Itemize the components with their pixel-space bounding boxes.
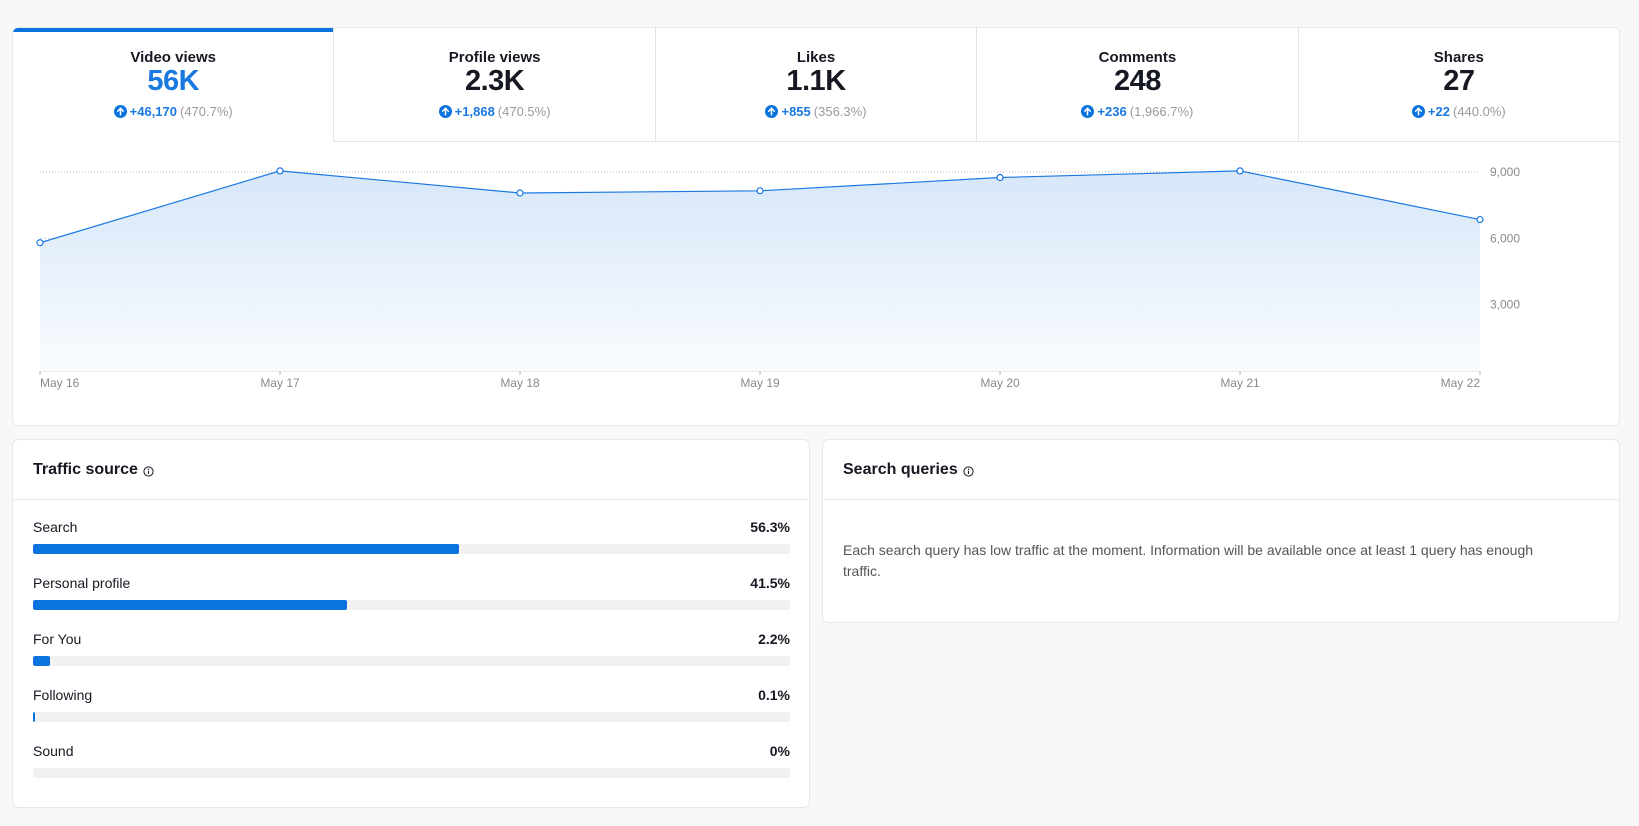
- data-point: [996, 173, 1004, 182]
- metric-tabs: Video views 56K +46,170 (470.7%) Profile…: [13, 28, 1619, 142]
- traffic-source-item: Following 0.1%: [33, 687, 790, 743]
- traffic-source-label: For You: [33, 631, 82, 647]
- traffic-source-percent: 56.3%: [750, 519, 790, 535]
- y-tick-label: 6,000: [1490, 231, 1520, 245]
- data-point: [516, 189, 524, 197]
- overview-card: Video views 56K +46,170 (470.7%) Profile…: [12, 27, 1620, 426]
- traffic-source-item: Sound 0%: [33, 743, 790, 799]
- delta-value: +236: [1097, 104, 1127, 119]
- arrow-up-icon: [765, 105, 779, 118]
- traffic-source-label: Search: [33, 519, 78, 535]
- tab-comments[interactable]: Comments 248 +236 (1,966.7%): [976, 28, 1298, 142]
- delta-value: +46,170: [129, 104, 177, 119]
- progress-bar-track: [33, 656, 790, 666]
- y-tick-label: 9,000: [1490, 165, 1520, 179]
- arrow-up-icon: [1411, 105, 1425, 118]
- tab-delta: +236 (1,966.7%): [977, 104, 1297, 119]
- panel-header: Search queries: [823, 440, 1619, 500]
- tab-shares[interactable]: Shares 27 +22 (440.0%): [1297, 28, 1619, 142]
- x-tick-label: May 20: [980, 376, 1020, 390]
- traffic-source-label: Sound: [33, 743, 74, 759]
- traffic-source-percent: 2.2%: [758, 631, 790, 647]
- delta-percent: (1,966.7%): [1129, 104, 1194, 119]
- delta-percent: (356.3%): [813, 104, 867, 119]
- y-tick-label: 3,000: [1490, 298, 1520, 312]
- x-tick-label: May 22: [1441, 376, 1481, 390]
- search-queries-title: Search queries: [843, 460, 958, 478]
- tab-label: Comments: [1098, 49, 1177, 66]
- x-tick-label: May 17: [260, 376, 300, 390]
- data-point: [36, 239, 44, 247]
- delta-percent: (470.5%): [497, 104, 551, 119]
- tab-video-views[interactable]: Video views 56K +46,170 (470.7%): [13, 28, 334, 142]
- tab-value: 27: [1443, 65, 1475, 97]
- arrow-up-icon: [113, 105, 127, 118]
- traffic-source-panel: Traffic source Search 56.3% Personal profi…: [12, 439, 810, 808]
- delta-value: +855: [781, 104, 811, 119]
- tab-delta: +855 (356.3%): [656, 104, 976, 119]
- traffic-source-item: For You 2.2%: [33, 631, 790, 687]
- progress-bar-track: [33, 768, 790, 778]
- search-queries-message: Each search query has low traffic at the…: [843, 542, 1534, 579]
- tab-label: Video views: [130, 49, 216, 66]
- tab-profile-views[interactable]: Profile views 2.3K +1,868 (470.5%): [333, 28, 655, 142]
- traffic-source-item: Search 56.3%: [33, 519, 790, 575]
- tab-value: 56K: [147, 65, 200, 97]
- arrow-up-icon: [1081, 105, 1095, 118]
- tab-likes[interactable]: Likes 1.1K +855 (356.3%): [654, 28, 977, 142]
- progress-bar-fill: [33, 712, 36, 722]
- arrow-up-icon: [438, 105, 452, 118]
- traffic-source-percent: 0.1%: [758, 687, 790, 703]
- tab-delta: +46,170 (470.7%): [13, 104, 333, 119]
- data-point: [1236, 167, 1244, 175]
- tab-value: 248: [1113, 65, 1161, 97]
- x-tick-label: May 18: [500, 376, 540, 390]
- tab-label: Shares: [1433, 49, 1484, 66]
- views-chart: 3,000 6,000 9,000 May 16 May 17 May 18 May 19 M…: [13, 142, 1619, 425]
- search-queries-panel: Search queries Each search query has low…: [822, 439, 1620, 623]
- x-tick-label: May 16: [40, 376, 80, 390]
- delta-value: +22: [1427, 104, 1450, 119]
- traffic-source-item: Personal profile 41.5%: [33, 575, 790, 631]
- progress-bar-fill: [33, 600, 348, 610]
- traffic-source-label: Personal profile: [33, 575, 131, 591]
- traffic-source-label: Following: [33, 687, 93, 703]
- tab-label: Likes: [796, 49, 836, 66]
- info-icon[interactable]: [963, 464, 974, 477]
- info-icon[interactable]: [143, 464, 154, 477]
- data-point: [1476, 215, 1484, 224]
- data-point: [276, 167, 284, 175]
- traffic-source-list: Search 56.3% Personal profile 41.5% For You 2…: [33, 519, 790, 799]
- progress-bar-fill: [33, 544, 460, 554]
- progress-bar-fill: [33, 656, 50, 666]
- data-point: [756, 187, 764, 195]
- traffic-source-percent: 0%: [769, 743, 790, 759]
- x-tick-label: May 21: [1220, 376, 1260, 390]
- progress-bar-track: [33, 600, 790, 610]
- progress-bar-track: [33, 712, 790, 722]
- x-tick-label: May 19: [740, 376, 780, 390]
- traffic-source-title: Traffic source: [33, 460, 138, 478]
- views-chart-svg: 3,000 6,000 9,000 May 16 May 17 May 18 May 19 M…: [36, 165, 1520, 390]
- tab-delta: +22 (440.0%): [1299, 104, 1619, 119]
- delta-percent: (440.0%): [1452, 104, 1506, 119]
- traffic-source-percent: 41.5%: [750, 575, 790, 591]
- delta-value: +1,868: [454, 104, 495, 119]
- progress-bar-track: [33, 544, 790, 554]
- tab-value: 1.1K: [786, 65, 846, 97]
- delta-percent: (470.7%): [180, 104, 233, 119]
- tab-delta: +1,868 (470.5%): [334, 104, 654, 119]
- series-area: [40, 170, 1480, 371]
- panel-header: Traffic source: [13, 440, 809, 500]
- tab-label: Profile views: [448, 49, 541, 66]
- tab-value: 2.3K: [464, 65, 525, 97]
